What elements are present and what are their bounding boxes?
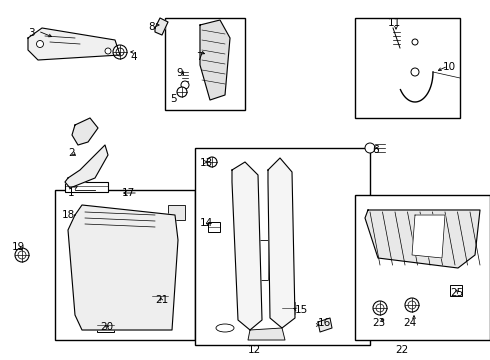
- Circle shape: [36, 40, 44, 48]
- Text: 11: 11: [388, 18, 401, 28]
- Text: 20: 20: [100, 322, 113, 332]
- Bar: [450, 285, 462, 296]
- Polygon shape: [318, 318, 332, 332]
- Text: 25: 25: [450, 288, 463, 298]
- Bar: [55, 190, 195, 340]
- Circle shape: [105, 48, 111, 54]
- Circle shape: [177, 87, 187, 97]
- Polygon shape: [365, 210, 480, 268]
- Circle shape: [405, 298, 419, 312]
- Bar: [152, 290, 168, 303]
- Text: 5: 5: [170, 94, 176, 104]
- Bar: [195, 148, 370, 345]
- Text: 8: 8: [148, 22, 155, 32]
- Circle shape: [207, 157, 217, 167]
- Bar: [282, 302, 295, 314]
- Ellipse shape: [120, 296, 136, 304]
- Text: 10: 10: [443, 62, 456, 72]
- Text: 6: 6: [372, 145, 379, 155]
- Bar: [165, 18, 245, 110]
- Text: 7: 7: [196, 52, 203, 62]
- Circle shape: [408, 301, 416, 309]
- Text: 14: 14: [200, 218, 213, 228]
- Text: 1: 1: [68, 188, 74, 198]
- Bar: [168, 205, 185, 220]
- Polygon shape: [155, 18, 168, 35]
- Circle shape: [181, 81, 189, 89]
- Circle shape: [18, 251, 26, 259]
- Text: 16: 16: [318, 318, 331, 328]
- Circle shape: [116, 48, 124, 56]
- Text: 19: 19: [12, 242, 25, 252]
- Ellipse shape: [216, 324, 234, 332]
- Text: 21: 21: [155, 295, 168, 305]
- Polygon shape: [65, 145, 108, 188]
- Circle shape: [365, 143, 375, 153]
- Polygon shape: [248, 328, 285, 340]
- Ellipse shape: [132, 316, 148, 324]
- Circle shape: [113, 45, 127, 59]
- Text: 2: 2: [68, 148, 74, 158]
- Circle shape: [15, 248, 29, 262]
- Polygon shape: [28, 28, 120, 60]
- Text: 15: 15: [295, 305, 308, 315]
- Polygon shape: [268, 158, 295, 328]
- Circle shape: [412, 39, 418, 45]
- Bar: [208, 222, 220, 232]
- Text: 17: 17: [122, 188, 135, 198]
- Text: 4: 4: [130, 52, 137, 62]
- Circle shape: [411, 68, 419, 76]
- Polygon shape: [68, 205, 178, 330]
- Bar: [355, 18, 460, 118]
- Bar: [97, 318, 114, 332]
- Polygon shape: [232, 162, 262, 330]
- Text: 24: 24: [403, 318, 416, 328]
- Text: 18: 18: [62, 210, 75, 220]
- Polygon shape: [200, 20, 230, 100]
- Text: 23: 23: [372, 318, 385, 328]
- Bar: [355, 195, 490, 340]
- Text: 3: 3: [28, 28, 35, 38]
- Bar: [65, 182, 108, 192]
- Polygon shape: [72, 118, 98, 145]
- Polygon shape: [412, 215, 445, 258]
- Circle shape: [376, 304, 384, 312]
- Circle shape: [373, 301, 387, 315]
- Text: 22: 22: [395, 345, 408, 355]
- Text: 13: 13: [200, 158, 213, 168]
- Text: 9: 9: [176, 68, 183, 78]
- Bar: [244, 240, 268, 280]
- Text: 12: 12: [248, 345, 261, 355]
